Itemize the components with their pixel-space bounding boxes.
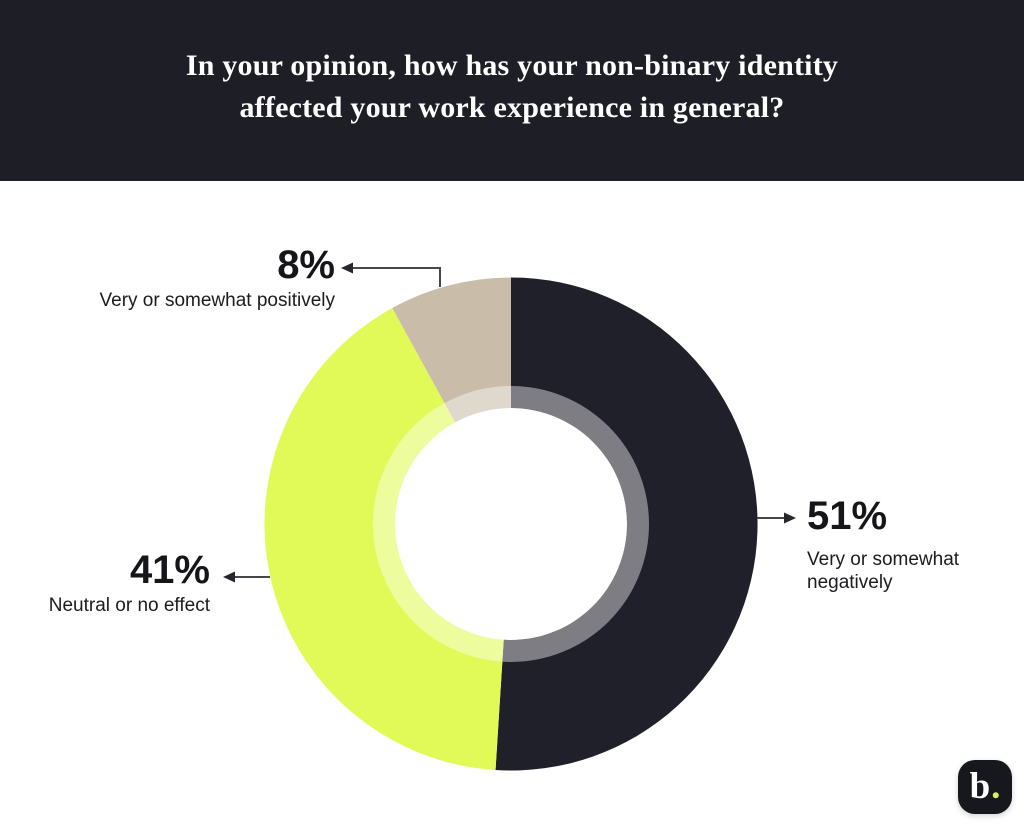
brand-logo-dot: . <box>991 766 1001 807</box>
donut-inner-ring-overlay <box>373 386 649 662</box>
callout-negatively: 51% Very or somewhat negatively <box>807 494 982 594</box>
donut-slice-neutral-or-no-effect <box>264 307 511 771</box>
callout-neutral: 41% Neutral or no effect <box>48 548 210 617</box>
callout-arrowhead-positively <box>341 262 353 274</box>
callout-positively: 8% Very or somewhat positively <box>99 243 336 312</box>
callout-negatively-label: Very or somewhat negatively <box>807 549 960 593</box>
callout-positively-label: Very or somewhat positively <box>99 290 336 311</box>
callout-neutral-percent: 41% <box>129 548 210 592</box>
page-title-line-1: In your opinion, how has your non-binary… <box>185 49 839 82</box>
callout-neutral-label: Neutral or no effect <box>48 595 210 616</box>
donut-hole <box>395 408 627 640</box>
callout-positively-percent: 8% <box>277 243 335 287</box>
callout-arrowhead-negatively <box>784 512 796 524</box>
callout-arrow-positively <box>352 267 441 287</box>
page-title-line-2: affected your work experience in general… <box>239 91 785 124</box>
header: In your opinion, how has your non-binary… <box>0 0 1024 181</box>
page-title: In your opinion, how has your non-binary… <box>0 0 1024 129</box>
callout-negatively-percent: 51% <box>807 494 888 538</box>
brand-logo: b . <box>958 760 1012 814</box>
brand-logo-letter: b <box>969 766 991 807</box>
callout-arrowhead-neutral <box>223 571 235 583</box>
